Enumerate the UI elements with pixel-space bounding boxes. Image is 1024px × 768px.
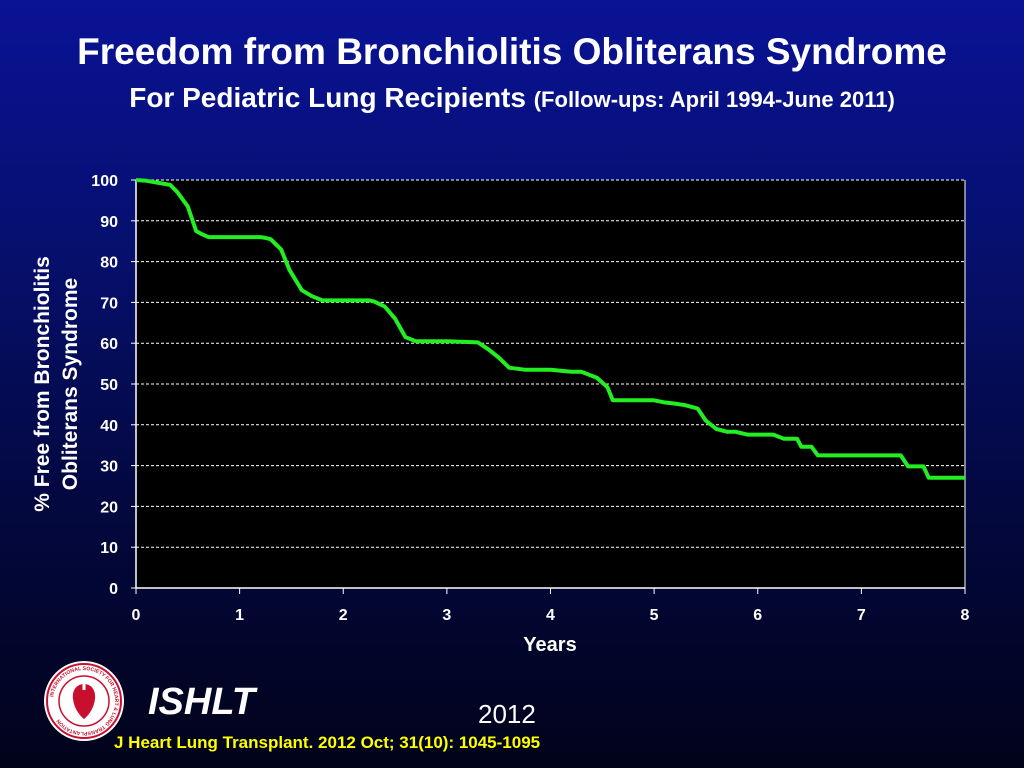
plot-area (136, 180, 965, 588)
x-tick-label: 5 (650, 607, 659, 624)
y-tick-label: 0 (109, 581, 118, 598)
subtitle-followup: (Follow-ups: April 1994-June 2011) (533, 87, 895, 112)
y-tick-labels: 0 10 20 30 40 50 60 70 80 90 100 (91, 173, 118, 598)
x-tick-label: 7 (857, 607, 866, 624)
ishlt-logo: INTERNATIONAL SOCIETY FOR HEART & LUNG T… (44, 661, 124, 741)
x-tick-label: 8 (961, 607, 970, 624)
y-tick-label: 90 (100, 214, 118, 231)
y-tick-label: 50 (100, 377, 118, 394)
gridlines (131, 179, 966, 594)
series-line (135, 178, 965, 480)
y-tick-label: 10 (100, 540, 118, 557)
y-axis-label-line2: Obliterans Syndrome (59, 278, 82, 490)
slide-title: Freedom from Bronchiolitis Obliterans Sy… (77, 31, 947, 72)
y-tick-label: 80 (100, 255, 118, 272)
axes (135, 180, 966, 589)
y-tick-label: 40 (100, 418, 118, 435)
y-tick-label: 70 (100, 295, 118, 312)
ishlt-label: ISHLT (148, 681, 255, 723)
y-tick-label: 20 (100, 499, 118, 516)
x-axis-label: Years (523, 634, 576, 656)
x-tick-label: 6 (753, 607, 762, 624)
x-tick-label: 1 (235, 607, 244, 624)
y-tick-label: 60 (100, 336, 118, 353)
slide-subtitle: For Pediatric Lung Recipients (Follow-up… (0, 80, 1024, 118)
x-tick-label: 4 (546, 607, 555, 624)
y-tick-label: 30 (100, 459, 118, 476)
x-tick-label: 0 (132, 607, 141, 624)
x-tick-label: 2 (339, 607, 348, 624)
journal-citation: J Heart Lung Transplant. 2012 Oct; 31(10… (114, 733, 541, 752)
x-tick-label: 3 (442, 607, 451, 624)
y-axis-label-line1: % Free from Bronchiolitis (31, 256, 54, 512)
subtitle-main: For Pediatric Lung Recipients (129, 82, 526, 113)
x-tick-labels: 0 1 2 3 4 5 6 7 8 (132, 607, 970, 624)
y-tick-label: 100 (91, 173, 118, 190)
publication-year: 2012 (478, 699, 536, 729)
